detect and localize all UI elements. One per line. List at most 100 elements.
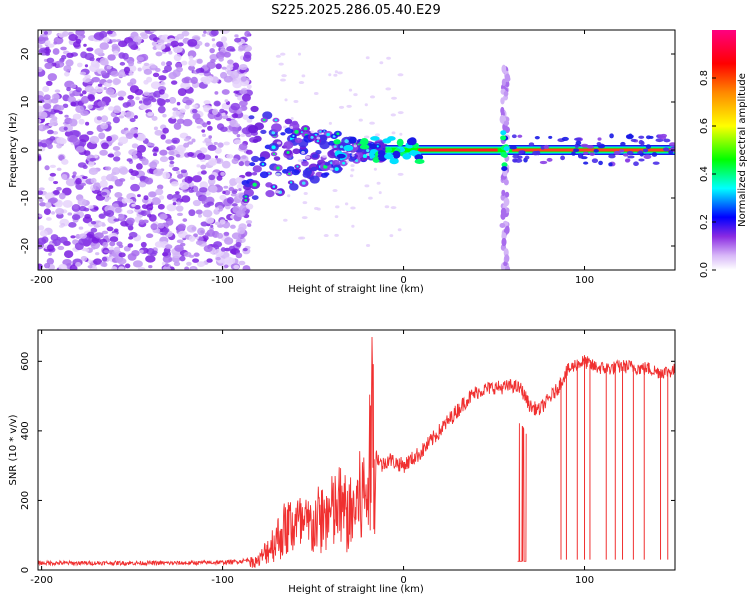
heatmap-blob xyxy=(234,34,239,38)
heatmap-blob xyxy=(99,57,109,66)
heatmap-blob xyxy=(77,198,87,206)
heatmap-blob xyxy=(203,245,213,253)
heatmap-blob xyxy=(143,195,149,201)
heatmap-blob xyxy=(200,164,207,170)
heatmap-blob xyxy=(67,96,76,103)
heatmap-blob xyxy=(224,99,229,103)
heatmap-blob xyxy=(43,94,51,101)
heatmap-blob xyxy=(52,189,60,196)
heatmap-blob xyxy=(110,70,120,77)
heatmap-core xyxy=(333,145,337,148)
heatmap-blob xyxy=(207,125,213,131)
heatmap-blob xyxy=(56,105,65,111)
heatmap-blob xyxy=(148,191,157,198)
heatmap-blob xyxy=(108,246,114,251)
heatmap-blob xyxy=(206,258,213,263)
heatmap-blob xyxy=(146,76,153,83)
heatmap-blob xyxy=(75,178,82,185)
heatmap-blob xyxy=(39,230,48,237)
heatmap-blob xyxy=(669,142,675,147)
heatmap-blob xyxy=(97,100,106,107)
heatmap-blob xyxy=(197,213,203,218)
heatmap-blob xyxy=(129,85,139,93)
colorbar-tick-label: 0.6 xyxy=(699,118,710,134)
heatmap-blob xyxy=(203,30,207,34)
heatmap-blob xyxy=(319,140,330,150)
heatmap-blob xyxy=(203,100,211,105)
heatmap-blob xyxy=(118,52,126,59)
heatmap-blob xyxy=(301,216,308,220)
heatmap-blob xyxy=(179,181,190,190)
heatmap-blob xyxy=(518,150,523,155)
heatmap-blob xyxy=(348,88,353,92)
heatmap-blob xyxy=(379,61,384,65)
heatmap-blob xyxy=(202,209,213,218)
heatmap-blob xyxy=(160,134,166,140)
heatmap-blob xyxy=(204,42,210,47)
bottom-x-axis-label: Height of straight line (km) xyxy=(288,584,424,595)
heatmap-blob xyxy=(117,71,125,78)
heatmap-blob xyxy=(200,221,209,227)
heatmap-blob xyxy=(176,201,181,206)
heatmap-blob xyxy=(297,159,304,163)
heatmap-blob xyxy=(107,88,114,93)
heatmap-blob xyxy=(231,190,238,194)
heatmap-blob xyxy=(109,236,119,243)
heatmap-blob xyxy=(182,118,193,127)
heatmap-blob xyxy=(38,111,48,120)
heatmap-core xyxy=(362,154,368,158)
heatmap-blob xyxy=(168,50,173,55)
heatmap-blob xyxy=(100,115,109,123)
heatmap-blob xyxy=(38,155,42,161)
bottom-plot-frame xyxy=(37,329,676,571)
heatmap-blob xyxy=(150,223,158,231)
heatmap-blob xyxy=(166,61,173,67)
heatmap-blob xyxy=(583,161,589,165)
heatmap-blob xyxy=(117,96,124,101)
heatmap-blob xyxy=(176,33,185,40)
heatmap-blob xyxy=(168,163,174,168)
heatmap-blob xyxy=(359,140,369,146)
heatmap-blob xyxy=(215,256,221,261)
heatmap-layer xyxy=(38,30,675,270)
heatmap-blob xyxy=(302,201,308,205)
spike-blob xyxy=(500,212,506,220)
top-y-ticks: -20 -10 0 10 20 xyxy=(20,48,675,254)
heatmap-blob xyxy=(609,133,614,139)
heatmap-blob xyxy=(63,65,72,72)
heatmap-blob xyxy=(370,136,380,141)
heatmap-blob xyxy=(106,30,113,35)
heatmap-blob xyxy=(87,94,95,100)
heatmap-blob xyxy=(170,181,179,187)
heatmap-blob xyxy=(118,266,125,270)
heatmap-blob xyxy=(175,205,184,212)
heatmap-blob xyxy=(369,95,376,99)
heatmap-blob xyxy=(38,44,43,49)
heatmap-blob xyxy=(232,203,238,207)
heatmap-blob xyxy=(53,109,60,113)
heatmap-blob xyxy=(46,217,52,221)
heatmap-blob xyxy=(358,118,363,122)
heatmap-blob xyxy=(43,208,51,215)
heatmap-blob xyxy=(399,132,403,136)
heatmap-blob xyxy=(282,125,287,129)
heatmap-core xyxy=(310,135,314,139)
heatmap-blob xyxy=(152,72,160,78)
heatmap-blob xyxy=(513,159,518,163)
heatmap-blob xyxy=(114,207,122,213)
heatmap-blob xyxy=(62,199,73,208)
heatmap-blob xyxy=(574,137,582,141)
heatmap-blob xyxy=(274,190,281,194)
heatmap-blob xyxy=(598,160,603,166)
heatmap-blob xyxy=(45,46,50,51)
heatmap-blob xyxy=(156,184,164,190)
heatmap-blob xyxy=(111,39,117,43)
heatmap-blob xyxy=(128,231,138,238)
heatmap-blob xyxy=(148,95,154,101)
heatmap-blob xyxy=(397,172,404,176)
heatmap-blob xyxy=(170,80,178,85)
heatmap-blob xyxy=(301,150,306,154)
heatmap-blob xyxy=(171,137,180,144)
heatmap-blob xyxy=(232,65,239,71)
heatmap-blob xyxy=(113,228,119,233)
